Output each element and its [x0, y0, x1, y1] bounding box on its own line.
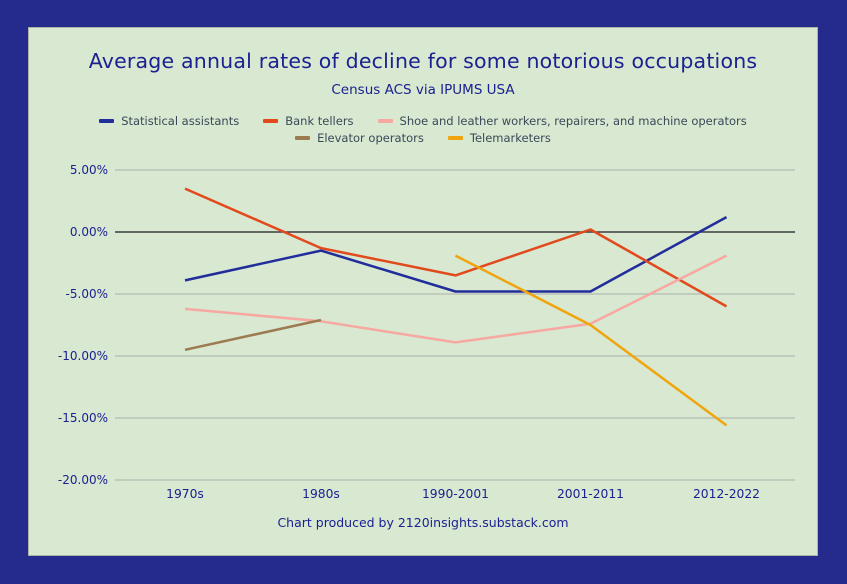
- x-tick-label: 2001-2011: [557, 487, 624, 501]
- chart-subtitle: Census ACS via IPUMS USA: [331, 82, 515, 98]
- legend: Statistical assistants Bank tellers Shoe…: [29, 112, 817, 146]
- legend-item-elevator-operators: Elevator operators: [295, 131, 424, 145]
- series-line-statistical-assistants: [184, 216, 728, 293]
- y-axis-tick-labels: 5.00% 0.00% -5.00% -10.00% -15.00% -20.00%: [58, 163, 108, 487]
- credit-line: Chart produced by 2120insights.substack.…: [277, 515, 569, 530]
- chart-panel: Average annual rates of decline for some…: [28, 27, 818, 556]
- legend-row-1: Statistical assistants Bank tellers Shoe…: [29, 112, 817, 129]
- series-line-telemarketers: [454, 254, 728, 427]
- y-tick-label: -5.00%: [66, 287, 108, 301]
- legend-item-bank-tellers: Bank tellers: [263, 113, 354, 128]
- y-tick-label: -15.00%: [58, 411, 108, 425]
- x-tick-label: 1970s: [166, 487, 204, 501]
- x-tick-label: 2012-2022: [693, 487, 760, 501]
- series-line-bank-tellers: [184, 187, 728, 308]
- series-line-elevator-operators: [184, 318, 322, 352]
- legend-label: Elevator operators: [317, 130, 424, 145]
- legend-item-shoe-and-leather-workers: Shoe and leather workers, repairers, and…: [377, 113, 747, 128]
- y-tick-label: 0.00%: [70, 225, 108, 239]
- legend-swatch-statistical-assistants: [99, 118, 115, 123]
- legend-item-statistical-assistants: Statistical assistants: [99, 114, 239, 128]
- x-tick-label: 1980s: [302, 487, 340, 501]
- legend-label: Bank tellers: [285, 113, 354, 128]
- legend-swatch-shoe-and-leather-workers: [377, 118, 393, 123]
- legend-label: Telemarketers: [469, 130, 551, 145]
- series-line-shoe-and: [184, 254, 728, 344]
- x-axis-tick-labels: 1970s 1980s 1990-2001 2001-2011 2012-2022: [166, 487, 760, 501]
- legend-label: Statistical assistants: [121, 113, 240, 128]
- y-tick-label: -10.00%: [58, 349, 108, 363]
- legend-swatch-bank-tellers: [263, 118, 279, 123]
- x-tick-label: 1990-2001: [422, 487, 489, 501]
- legend-item-telemarketers: Telemarketers: [447, 130, 551, 145]
- legend-swatch-telemarketers: [447, 135, 463, 140]
- gridlines: [115, 169, 795, 481]
- legend-label: Shoe and leather workers, repairers, and…: [399, 113, 747, 128]
- y-tick-label: 5.00%: [70, 163, 108, 177]
- legend-row-2: Elevator operators Telemarketers: [29, 129, 817, 146]
- y-tick-label: -20.00%: [58, 473, 108, 487]
- line-chart: 5.00% 0.00% -5.00% -10.00% -15.00% -20.00% 197…: [58, 163, 795, 501]
- chart-title: Average annual rates of decline for some…: [88, 49, 758, 73]
- series-lines: [184, 187, 728, 427]
- legend-swatch-elevator-operators: [295, 135, 311, 140]
